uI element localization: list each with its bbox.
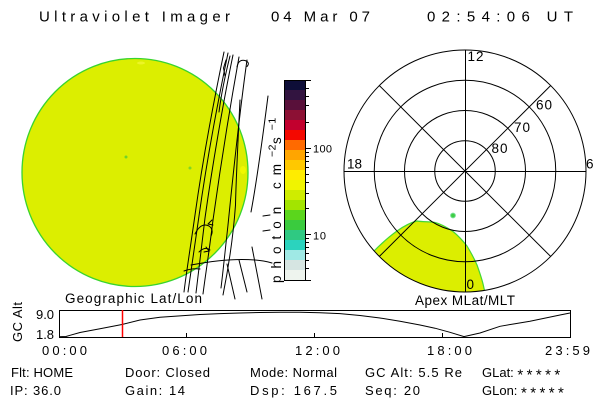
svg-text:Gain: 14: Gain: 14 bbox=[125, 383, 185, 398]
svg-text:9.0: 9.0 bbox=[36, 307, 54, 322]
svg-text:6: 6 bbox=[586, 157, 594, 172]
svg-text:70: 70 bbox=[514, 120, 530, 135]
svg-text:Apex MLat/MLT: Apex MLat/MLT bbox=[415, 293, 515, 308]
svg-text:12: 12 bbox=[468, 49, 484, 64]
svg-text:06:00: 06:00 bbox=[162, 343, 207, 358]
svg-text:Geographic Lat/Lon: Geographic Lat/Lon bbox=[65, 291, 202, 306]
svg-text:0: 0 bbox=[467, 277, 475, 292]
svg-text:Dsp: 167.5: Dsp: 167.5 bbox=[250, 383, 337, 398]
svg-text:00:00: 00:00 bbox=[42, 343, 87, 358]
svg-text:GLat: *****: GLat: ***** bbox=[482, 365, 564, 384]
svg-text:10: 10 bbox=[313, 231, 326, 243]
svg-text:1.8: 1.8 bbox=[36, 327, 54, 342]
svg-text:GLon: *****: GLon: ***** bbox=[482, 383, 567, 400]
svg-text:photon cm−2s−1: photon cm−2s−1 bbox=[267, 117, 285, 283]
svg-text:18:00: 18:00 bbox=[427, 343, 472, 358]
svg-text:80: 80 bbox=[492, 141, 508, 156]
svg-text:Flt: HOME: Flt: HOME bbox=[11, 365, 73, 380]
svg-text:60: 60 bbox=[536, 98, 552, 113]
svg-text:23:59: 23:59 bbox=[545, 343, 590, 358]
svg-text:Seq: 20: Seq: 20 bbox=[365, 383, 420, 398]
svg-text:12:00: 12:00 bbox=[295, 343, 340, 358]
svg-text:IP: 36.0: IP: 36.0 bbox=[10, 383, 61, 398]
svg-text:GC Alt: 5.5 Re: GC Alt: 5.5 Re bbox=[365, 365, 462, 380]
svg-text:100: 100 bbox=[313, 144, 332, 156]
svg-text:18: 18 bbox=[347, 157, 362, 172]
svg-text:GC Alt: GC Alt bbox=[10, 302, 25, 342]
svg-text:04 Mar 07: 04 Mar 07 bbox=[271, 9, 370, 26]
svg-text:Door: Closed: Door: Closed bbox=[125, 365, 210, 380]
svg-text:Mode: Normal: Mode: Normal bbox=[250, 365, 337, 380]
svg-text:02:54:06 UT: 02:54:06 UT bbox=[427, 9, 573, 26]
svg-text:Ultraviolet Imager: Ultraviolet Imager bbox=[39, 9, 230, 26]
